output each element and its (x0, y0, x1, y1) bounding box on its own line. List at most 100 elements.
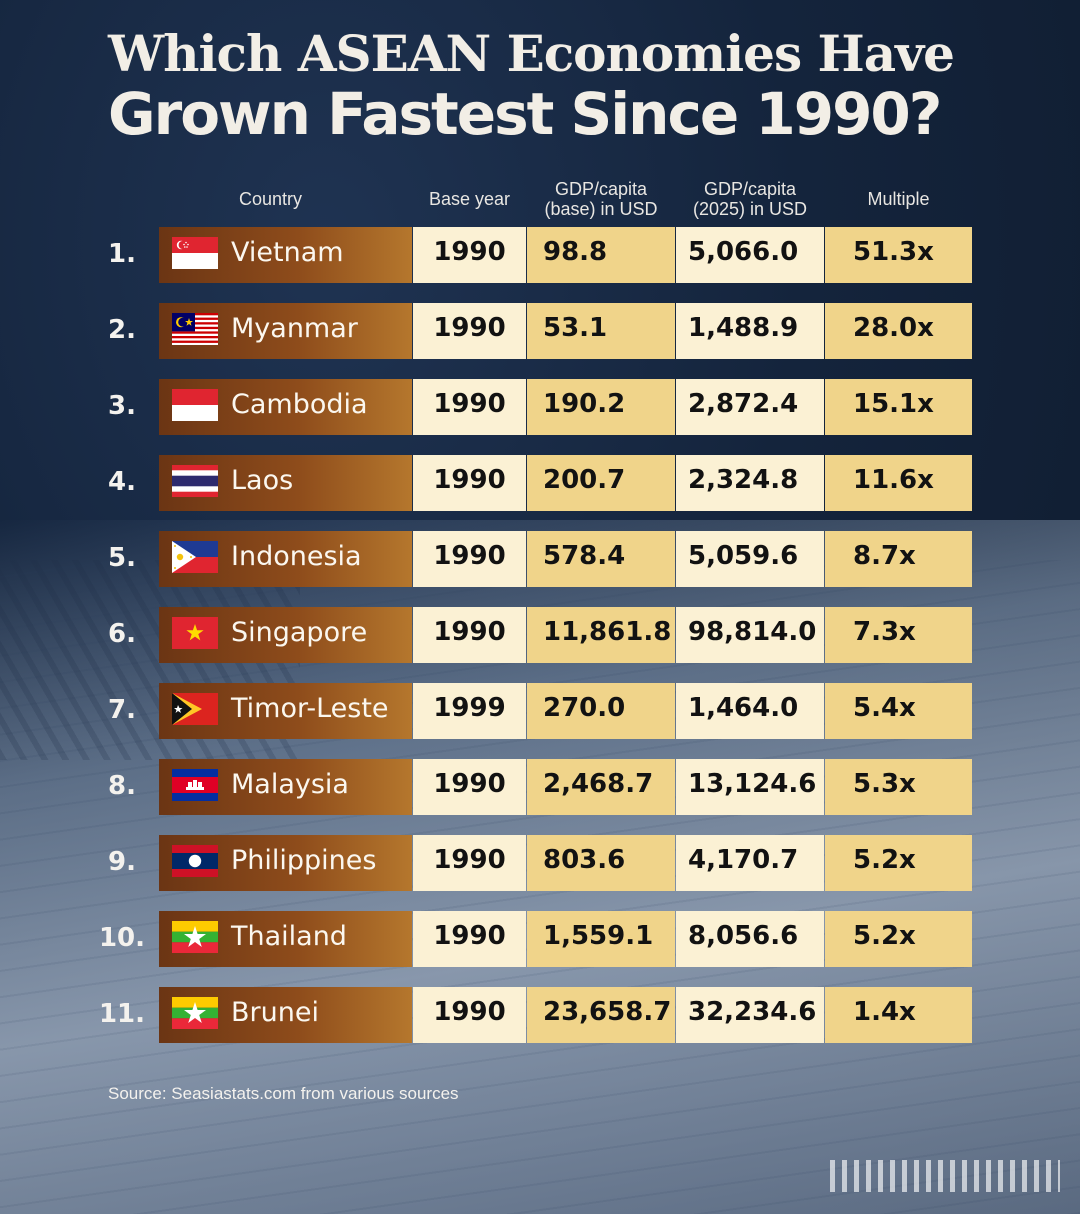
thailand-flag-icon (172, 465, 218, 497)
gdp-base-cell: 578.4 (527, 531, 675, 587)
country-name: Timor-Leste (231, 693, 389, 724)
country-name: Brunei (231, 997, 319, 1028)
gdp-2025-cell: 2,324.8 (676, 455, 824, 511)
rank-label: 7. (108, 695, 136, 725)
singapore-flag-icon (172, 237, 218, 269)
country-name: Malaysia (231, 769, 349, 800)
gdp-base-cell: 803.6 (527, 835, 675, 891)
multiple-cell: 5.2x (825, 911, 972, 967)
base-year-cell: 1990 (413, 759, 526, 815)
gdp-2025-cell: 2,872.4 (676, 379, 824, 435)
rank-label: 2. (108, 315, 136, 345)
country-name: Laos (231, 465, 294, 496)
country-cell: Myanmar (159, 303, 412, 359)
country-name: Thailand (231, 921, 347, 952)
header-country: Country (238, 189, 303, 209)
multiple-cell: 5.2x (825, 835, 972, 891)
multiple-cell: 11.6x (825, 455, 972, 511)
title-line-2: Grown Fastest Since 1990? (108, 80, 942, 148)
country-cell: Vietnam (159, 227, 412, 283)
timor-leste-flag-icon (172, 693, 218, 725)
table-row: 10. Thailand 1990 1,559.1 8,056.6 5.2x (0, 911, 1080, 967)
source-note: Source: Seasiastats.com from various sou… (108, 1084, 459, 1103)
laos-flag-icon (172, 845, 218, 877)
country-name: Philippines (231, 845, 377, 876)
gdp-2025-cell: 4,170.7 (676, 835, 824, 891)
header-base-year: Base year (428, 189, 511, 209)
country-cell: Indonesia (159, 531, 412, 587)
table-row: 8. Malaysia 1990 2,468.7 13,124.6 5.3x (0, 759, 1080, 815)
table-row: 4. Laos 1990 200.7 2,324.8 11.6x (0, 455, 1080, 511)
country-cell: Laos (159, 455, 412, 511)
country-cell: Timor-Leste (159, 683, 412, 739)
gdp-2025-cell: 1,488.9 (676, 303, 824, 359)
multiple-cell: 5.4x (825, 683, 972, 739)
table-row: 5. Indonesia 1990 578.4 5,059.6 8.7x (0, 531, 1080, 587)
base-year-cell: 1990 (413, 379, 526, 435)
header-gdp-2025: GDP/capita (2025) in USD (692, 179, 808, 219)
gdp-2025-cell: 32,234.6 (676, 987, 824, 1043)
vietnam-flag-icon (172, 617, 218, 649)
rank-label: 5. (108, 543, 136, 573)
table-row: 1. Vietnam 1990 98.8 5,066.0 51.3x (0, 227, 1080, 283)
multiple-cell: 7.3x (825, 607, 972, 663)
multiple-cell: 15.1x (825, 379, 972, 435)
base-year-cell: 1990 (413, 531, 526, 587)
watermark-logo (830, 1160, 1060, 1192)
multiple-cell: 51.3x (825, 227, 972, 283)
header-gdp-base: GDP/capita (base) in USD (544, 179, 658, 219)
multiple-cell: 5.3x (825, 759, 972, 815)
gdp-2025-cell: 5,066.0 (676, 227, 824, 283)
country-cell: Thailand (159, 911, 412, 967)
country-cell: Singapore (159, 607, 412, 663)
cambodia-flag-icon (172, 769, 218, 801)
gdp-base-cell: 190.2 (527, 379, 675, 435)
rank-label: 10. (98, 923, 146, 953)
base-year-cell: 1990 (413, 607, 526, 663)
table-row: 9. Philippines 1990 803.6 4,170.7 5.2x (0, 835, 1080, 891)
country-name: Vietnam (231, 237, 344, 268)
rank-label: 1. (108, 239, 136, 269)
country-name: Cambodia (231, 389, 368, 420)
gdp-base-cell: 1,559.1 (527, 911, 675, 967)
gdp-base-cell: 200.7 (527, 455, 675, 511)
base-year-cell: 1990 (413, 987, 526, 1043)
base-year-cell: 1990 (413, 455, 526, 511)
gdp-2025-cell: 1,464.0 (676, 683, 824, 739)
gdp-2025-cell: 98,814.0 (676, 607, 824, 663)
rank-label: 6. (108, 619, 136, 649)
rank-label: 11. (98, 999, 146, 1029)
base-year-cell: 1990 (413, 835, 526, 891)
table-row: 7. Timor-Leste 1999 270.0 1,464.0 5.4x (0, 683, 1080, 739)
base-year-cell: 1990 (413, 227, 526, 283)
base-year-cell: 1990 (413, 911, 526, 967)
gdp-2025-cell: 13,124.6 (676, 759, 824, 815)
gdp-2025-cell: 5,059.6 (676, 531, 824, 587)
table-row: 6. Singapore 1990 11,861.8 98,814.0 7.3x (0, 607, 1080, 663)
multiple-cell: 1.4x (825, 987, 972, 1043)
malaysia-flag-icon (172, 313, 218, 345)
country-cell: Philippines (159, 835, 412, 891)
gdp-base-cell: 98.8 (527, 227, 675, 283)
title-line-1: Which ASEAN Economies Have (108, 24, 955, 83)
gdp-base-cell: 23,658.7 (527, 987, 675, 1043)
country-name: Indonesia (231, 541, 362, 572)
rank-label: 4. (108, 467, 136, 497)
base-year-cell: 1999 (413, 683, 526, 739)
indonesia-flag-icon (172, 389, 218, 421)
multiple-cell: 28.0x (825, 303, 972, 359)
table-row: 3. Cambodia 1990 190.2 2,872.4 15.1x (0, 379, 1080, 435)
gdp-base-cell: 270.0 (527, 683, 675, 739)
myanmar-flag-icon (172, 997, 218, 1029)
philippines-flag-icon (172, 541, 218, 573)
country-cell: Brunei (159, 987, 412, 1043)
country-name: Myanmar (231, 313, 358, 344)
myanmar-flag-icon (172, 921, 218, 953)
rank-label: 9. (108, 847, 136, 877)
header-multiple: Multiple (867, 189, 930, 209)
table-row: 2. Myanmar 1990 53.1 1,488.9 28.0x (0, 303, 1080, 359)
rank-label: 8. (108, 771, 136, 801)
country-cell: Cambodia (159, 379, 412, 435)
gdp-2025-cell: 8,056.6 (676, 911, 824, 967)
country-cell: Malaysia (159, 759, 412, 815)
